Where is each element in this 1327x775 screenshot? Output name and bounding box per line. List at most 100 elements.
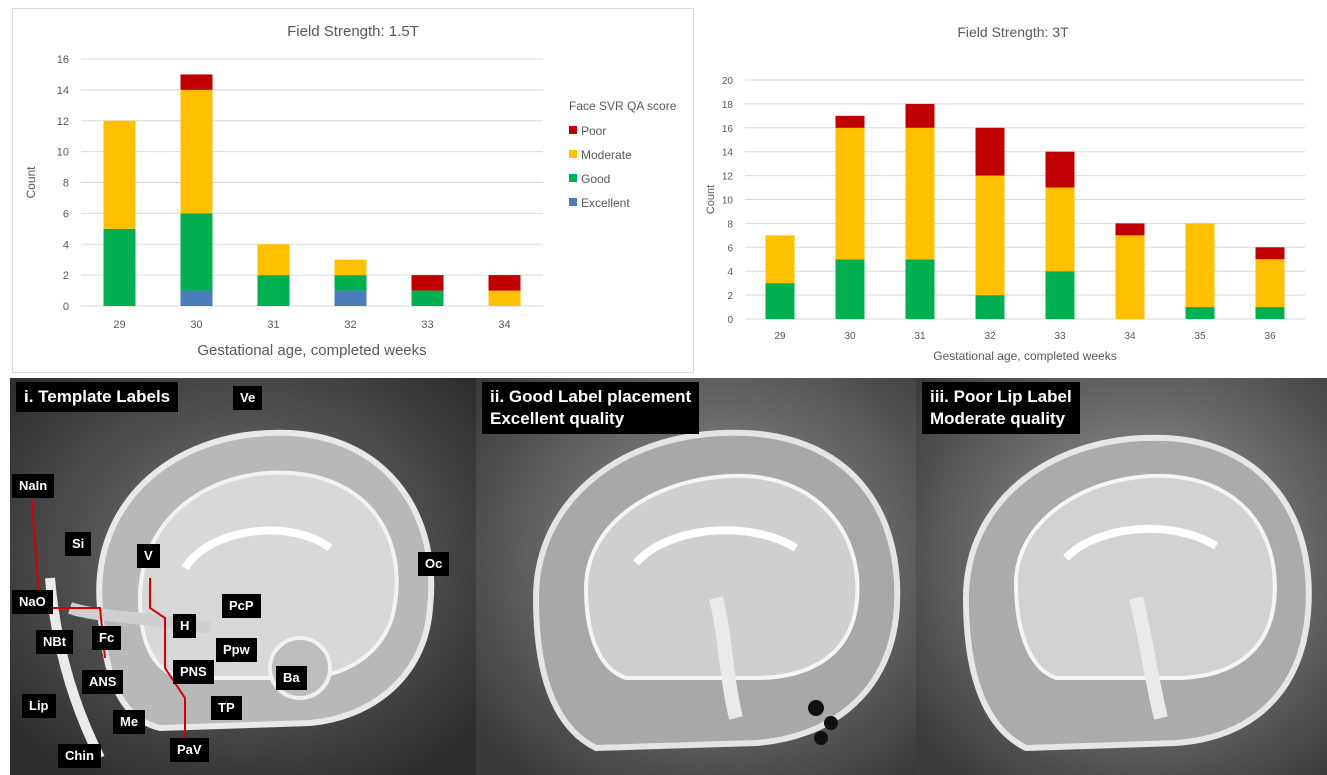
panel-title-poor: iii. Poor Lip Label Moderate quality [922,382,1080,434]
bar-moderate-29 [103,120,136,229]
legend-swatch-poor [569,126,577,134]
y-tick-label: 6 [63,208,69,220]
bar-excellent-32 [334,290,367,306]
bar-good-36 [1255,307,1285,319]
bar-moderate-36 [1255,259,1285,308]
y-tick-label: 8 [63,178,69,190]
x-tick-label: 36 [1264,331,1276,342]
bar-good-33 [1045,271,1075,319]
mri-image-poor [916,378,1327,775]
y-tick-label: 20 [722,76,734,87]
y-tick-label: 4 [63,239,69,251]
label-chin: Chin [58,744,101,768]
legend-swatch-good [569,174,577,182]
y-tick-label: 4 [727,267,733,278]
label-pav: PaV [170,738,209,762]
label-nao: NaO [12,590,53,614]
chart-field-strength-3t: Field Strength: 3T 0 2 4 6 8 10 12 14 16 18 20 Count… [700,8,1320,371]
bar-poor-34 [488,275,521,291]
y-tick-label: 10 [722,196,734,207]
y-tick-label: 12 [722,172,734,183]
x-tick-label: 34 [498,319,510,331]
chart-title: Field Strength: 3T [957,24,1069,40]
y-axis-label: Count [24,166,38,199]
bar-good-30 [180,213,213,291]
label-me: Me [113,710,146,734]
bar-good-31 [905,259,935,319]
y-tick-label: 16 [57,54,69,66]
label-si: Si [65,532,92,556]
legend-swatch-moderate [569,150,577,158]
x-tick-label: 30 [190,319,202,331]
bar-good-33 [411,290,444,306]
y-tick-label: 14 [722,148,734,159]
bar-good-29 [103,228,136,306]
mri-image-template [10,378,476,775]
mri-template-labels-panel: i. Template Labels Ve NaIn Si V Oc PcP N… [10,378,476,775]
bar-good-35 [1185,307,1215,319]
y-tick-label: 6 [727,243,733,254]
legend-title: Face SVR QA score [569,99,677,113]
y-tick-label: 2 [727,291,733,302]
label-pns: PNS [173,660,214,684]
x-tick-label: 31 [267,319,279,331]
label-ve: Ve [233,386,263,410]
bar-moderate-33 [1045,187,1075,272]
legend-label-moderate: Moderate [581,148,632,162]
panel-title-good: ii. Good Label placement Excellent quali… [482,382,700,434]
bar-good-32 [334,275,367,291]
chart-field-strength-1-5t: Field Strength: 1.5T 0 2 4 6 8 10 12 14 16 Count 29… [12,8,694,373]
bar-good-29 [765,283,795,319]
bar-moderate-31 [905,127,935,260]
bar-poor-36 [1255,247,1285,260]
legend-label-excellent: Excellent [581,196,630,210]
bar-good-31 [257,275,290,306]
legend-swatch-excellent [569,198,577,206]
bar-poor-30 [180,74,213,90]
bar-poor-33 [1045,151,1075,188]
x-tick-label: 33 [1054,331,1066,342]
bar-good-30 [835,259,865,319]
label-h: H [173,614,197,638]
x-tick-label: 29 [774,331,786,342]
bar-moderate-32 [334,259,367,276]
bar-poor-34 [1115,223,1145,236]
y-tick-label: 0 [727,315,733,326]
label-ba: Ba [276,666,307,690]
bar-moderate-30 [180,89,213,214]
label-lip: Lip [22,694,56,718]
x-axis-label: Gestational age, completed weeks [197,342,426,359]
label-fc: Fc [92,626,122,650]
label-ppw: Ppw [216,638,257,662]
bar-moderate-35 [1185,223,1215,308]
mri-poor-lip-label-panel: iii. Poor Lip Label Moderate quality [916,378,1327,775]
x-tick-label: 34 [1124,331,1136,342]
x-tick-label: 32 [344,319,356,331]
legend-label-good: Good [581,172,610,186]
label-oc: Oc [418,552,450,576]
panel-title-template: i. Template Labels [16,382,179,412]
bar-moderate-31 [257,244,290,276]
label-ans: ANS [82,670,124,694]
mri-good-placement-panel: ii. Good Label placement Excellent quali… [476,378,916,775]
label-v: V [137,544,160,568]
bar-excellent-30 [180,290,213,306]
x-tick-label: 29 [113,319,125,331]
legend-label-poor: Poor [581,124,606,138]
bar-good-32 [975,295,1005,319]
bar-moderate-29 [765,235,795,284]
label-nain: NaIn [12,474,55,498]
bar-moderate-34 [488,290,521,306]
label-tp: TP [211,696,242,720]
chart-title: Field Strength: 1.5T [287,23,419,40]
y-tick-label: 10 [57,147,69,159]
chart-3t-svg: Field Strength: 3T 0 2 4 6 8 10 12 14 16 18 20 Count… [705,24,1305,363]
y-tick-label: 16 [722,124,734,135]
x-tick-label: 31 [914,331,926,342]
y-tick-label: 0 [63,301,69,313]
bar-moderate-30 [835,127,865,260]
y-tick-label: 18 [722,100,734,111]
x-tick-label: 33 [421,319,433,331]
x-tick-label: 30 [844,331,856,342]
mri-image-good [476,378,916,775]
